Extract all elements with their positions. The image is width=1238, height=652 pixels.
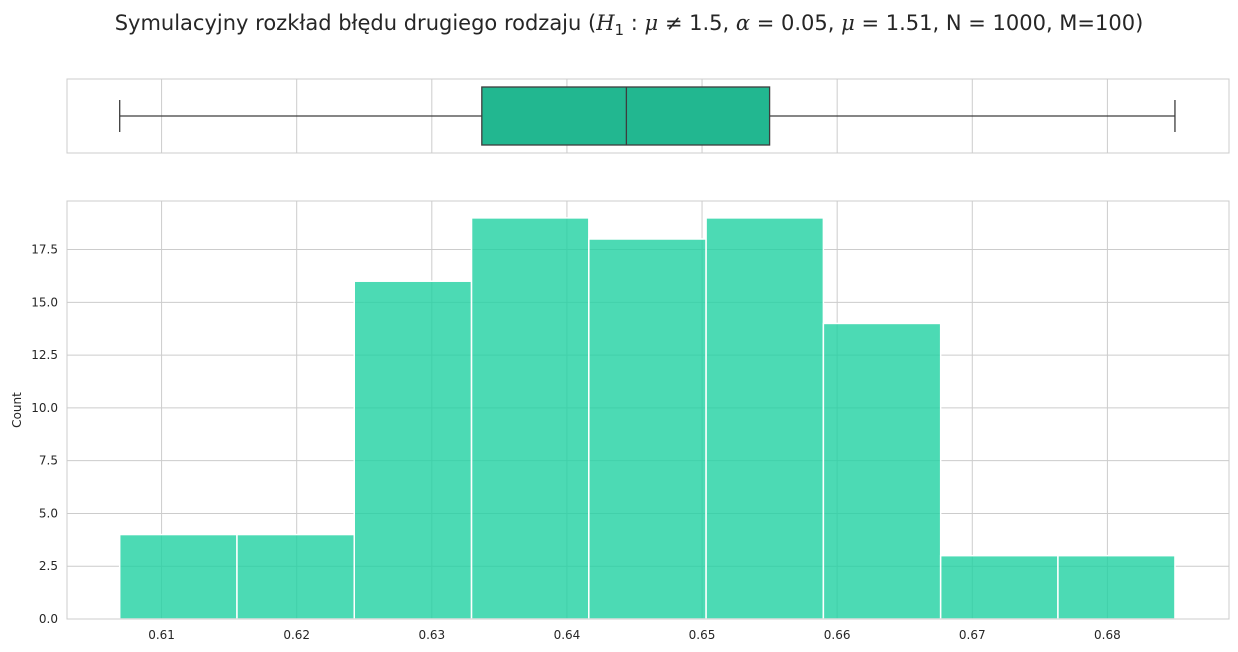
y-tick-labels: 0.0 2.5 5.0 7.5 10.0 12.5 15.0 17.5 (31, 243, 58, 626)
histogram-bar (822, 322, 942, 620)
y-tick-label: 0.0 (39, 612, 58, 626)
title-part: = 1.51 (855, 11, 933, 35)
x-tick-label: 0.65 (689, 628, 716, 642)
title-part: ≠ 1.5, (658, 11, 736, 35)
histogram-bar (1057, 554, 1176, 620)
x-tick-label: 0.67 (959, 628, 986, 642)
histogram-bar (236, 533, 356, 620)
histogram-bar (588, 238, 707, 620)
chart-title: Symulacyjny rozkład błędu drugiego rodza… (115, 11, 1144, 39)
title-part: 1 (615, 21, 625, 39)
histogram-bar (353, 280, 473, 620)
x-tick-label: 0.64 (554, 628, 581, 642)
histogram-bar (118, 533, 238, 620)
histogram-bar (705, 217, 825, 620)
histogram-axes: 0.61 0.62 0.63 0.64 0.65 0.66 0.67 0.68 0.0 2.5 5… (10, 200, 1230, 642)
title-part: , N = 1000, M=100) (933, 11, 1144, 35)
histogram-bars (118, 217, 1176, 620)
x-tick-labels: 0.61 0.62 0.63 0.64 0.65 0.66 0.67 0.68 (148, 628, 1121, 642)
title-part: μ (841, 11, 855, 35)
y-axis-label: Count (10, 392, 24, 428)
x-tick-label: 0.66 (824, 628, 851, 642)
y-tick-label: 7.5 (39, 454, 58, 468)
y-tick-label: 12.5 (31, 348, 58, 362)
y-tick-label: 15.0 (31, 295, 58, 309)
y-tick-label: 5.0 (39, 506, 58, 520)
y-tick-label: 2.5 (39, 559, 58, 573)
title-part: H (595, 11, 615, 35)
boxplot-axes (66, 78, 1230, 154)
boxplot-frame (66, 78, 1230, 154)
title-part: : (624, 11, 644, 35)
title-part: α (736, 11, 750, 35)
title-part: μ (645, 11, 659, 35)
y-tick-label: 17.5 (31, 243, 58, 257)
boxplot-marks (119, 86, 1176, 146)
x-tick-label: 0.61 (148, 628, 175, 642)
histogram-bar (470, 217, 590, 620)
boxplot-box (481, 86, 771, 146)
x-tick-label: 0.63 (418, 628, 445, 642)
title-part: Symulacyjny rozkład błędu drugiego rodza… (115, 11, 597, 35)
histogram-bar (939, 554, 1059, 620)
x-tick-label: 0.62 (283, 628, 310, 642)
histogram-frame (66, 200, 1230, 620)
x-tick-label: 0.68 (1094, 628, 1121, 642)
title-part: = 0.05, (750, 11, 841, 35)
y-tick-label: 10.0 (31, 401, 58, 415)
